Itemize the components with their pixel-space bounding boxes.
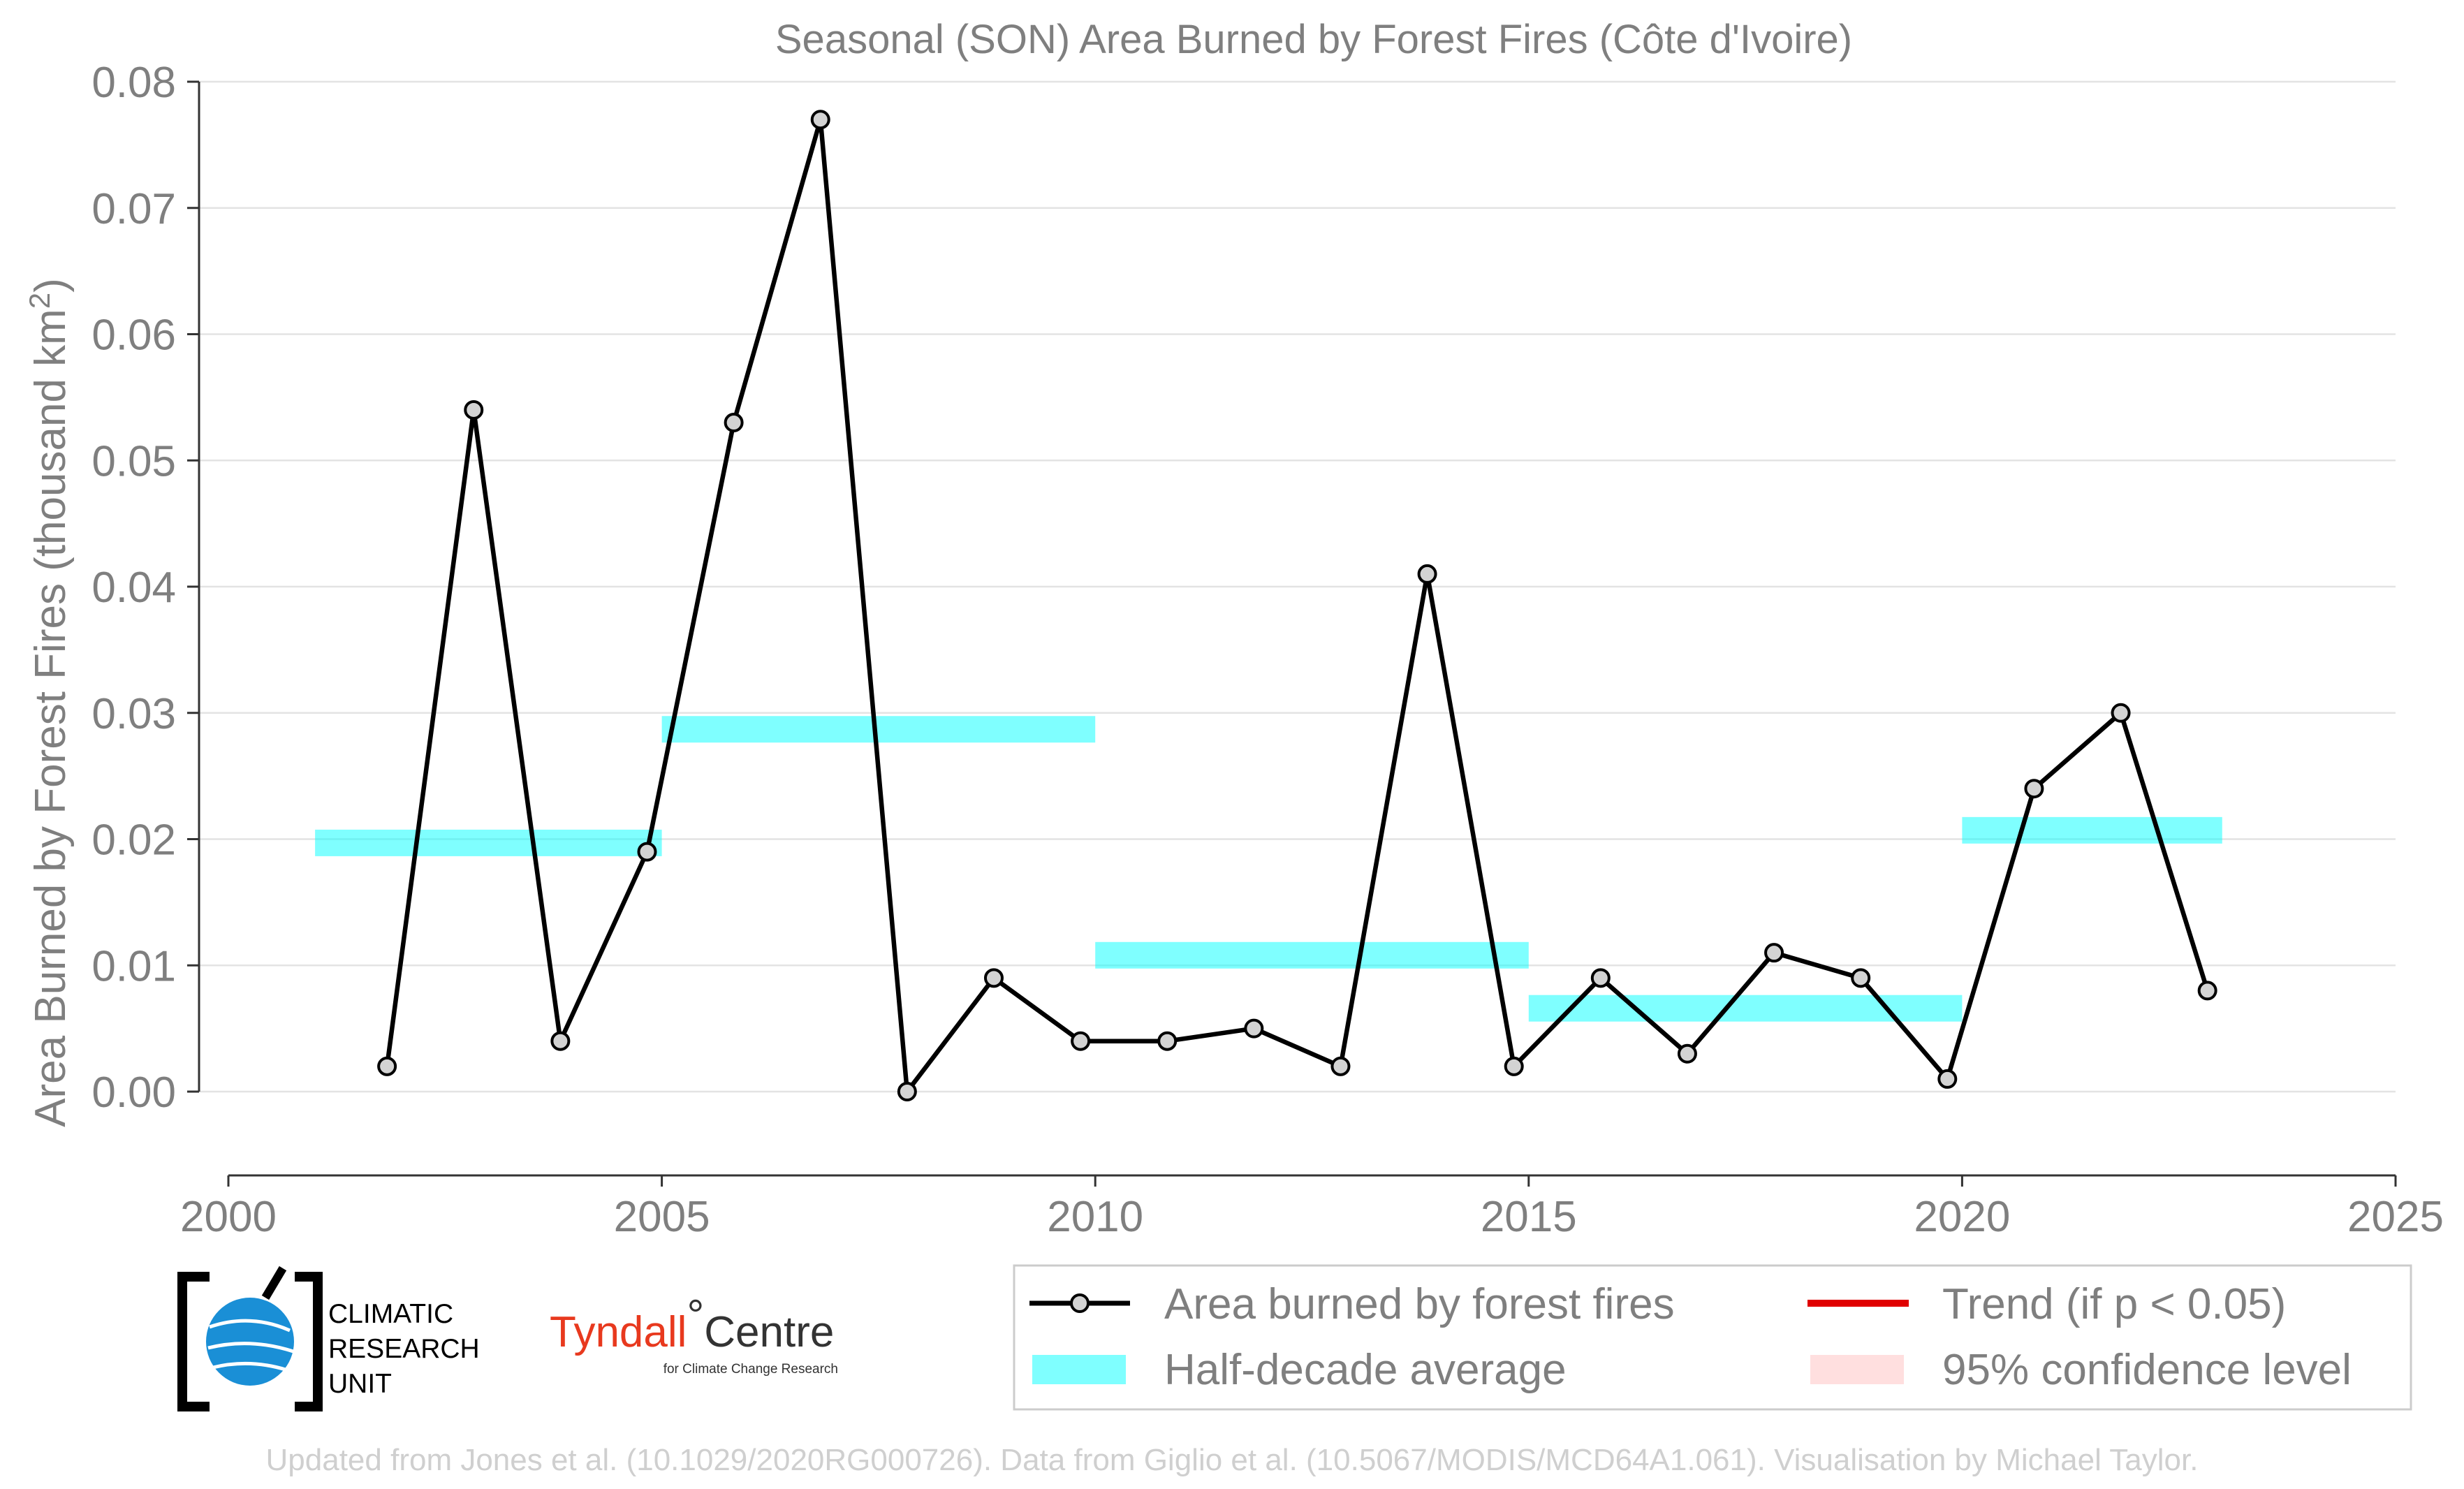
legend-label-confidence: 95% confidence level [1942, 1346, 2352, 1394]
legend-confidence-swatch [1810, 1355, 1904, 1384]
data-point [2024, 779, 2044, 799]
cru-text-line3: UNIT [328, 1369, 392, 1399]
cru-logo-bracket-left [177, 1272, 210, 1411]
legend-label-area-burned: Area burned by forest fires [1164, 1280, 1675, 1328]
data-point [2111, 703, 2131, 723]
cru-logo-bracket-right [295, 1272, 323, 1411]
x-tick-label: 2010 [1047, 1193, 1143, 1241]
data-point [1851, 968, 1871, 988]
y-tick-label: 0.01 [91, 942, 176, 990]
y-tick-label: 0.02 [91, 816, 176, 865]
chart-title: Seasonal (SON) Area Burned by Forest Fir… [775, 17, 1852, 62]
data-point [1937, 1069, 1958, 1089]
x-tick-label: 2005 [614, 1193, 710, 1241]
half-decade-band [315, 829, 662, 856]
data-point [1157, 1031, 1178, 1051]
y-tick-label: 0.04 [91, 564, 176, 612]
data-point [1417, 564, 1437, 584]
data-point [1504, 1056, 1524, 1076]
data-point [1590, 968, 1611, 988]
globe-lines [207, 1319, 294, 1372]
series-line [384, 117, 2210, 1094]
y-tick-label: 0.08 [91, 59, 176, 107]
legend-box [1013, 1264, 2412, 1411]
data-point [1677, 1043, 1697, 1064]
cru-logo: CLIMATIC RESEARCH UNIT [177, 1266, 480, 1411]
y-axis-label: Area Burned by Forest Fires (thousand km… [23, 278, 75, 1127]
data-point [464, 399, 484, 420]
cru-text-line1: CLIMATIC [328, 1299, 453, 1329]
half-decade-band [1528, 995, 1963, 1022]
data-point [637, 842, 657, 862]
gridlines [199, 80, 2396, 1093]
y-tick-label: 0.05 [91, 437, 176, 485]
legend-label-half-decade: Half-decade average [1164, 1346, 1567, 1394]
credit-line: Updated from Jones et al. (10.1029/2020R… [266, 1443, 2199, 1477]
half-decade-bands [315, 716, 2222, 1022]
data-point [1330, 1056, 1351, 1076]
y-tick-label: 0.06 [91, 311, 176, 360]
tyndall-subtitle: for Climate Change Research [663, 1362, 838, 1377]
x-tick-label: 2000 [180, 1193, 277, 1241]
cru-text-line2: RESEARCH [328, 1334, 480, 1364]
data-point [2197, 981, 2217, 1001]
x-tick-label: 2025 [2347, 1193, 2444, 1241]
legend: Area burned by forest fires Trend (if p … [1013, 1264, 2412, 1411]
globe-icon [206, 1298, 294, 1386]
data-point [810, 110, 830, 130]
y-tick-label: 0.00 [91, 1069, 176, 1117]
y-tick-label: 0.03 [91, 690, 176, 738]
half-decade-band [1962, 816, 2222, 844]
data-point [897, 1082, 917, 1101]
data-point [1071, 1031, 1091, 1051]
legend-marker-swatch [1070, 1293, 1090, 1313]
data-point [983, 968, 1004, 988]
axes: 0.00 0.01 0.02 0.03 0.04 0.05 0.06 0.07 0.08 2000… [91, 59, 2444, 1241]
y-tick-label: 0.07 [91, 185, 176, 233]
legend-label-trend: Trend (if p < 0.05) [1942, 1280, 2286, 1328]
data-point [724, 413, 744, 433]
data-point [1244, 1018, 1264, 1039]
data-point [1764, 943, 1784, 963]
tyndall-wordmark: Tyndall°Centre [550, 1291, 834, 1356]
series-layer [377, 110, 2217, 1101]
tyndall-logo: Tyndall°Centre for Climate Change Resear… [550, 1291, 838, 1377]
data-point [550, 1031, 571, 1051]
data-point [377, 1056, 397, 1076]
half-decade-band [1095, 941, 1529, 969]
legend-half-decade-swatch [1032, 1355, 1126, 1384]
half-decade-band [661, 716, 1096, 743]
x-tick-label: 2015 [1481, 1193, 1577, 1241]
cru-logo-slash [261, 1266, 287, 1300]
x-tick-label: 2020 [1914, 1193, 2010, 1241]
